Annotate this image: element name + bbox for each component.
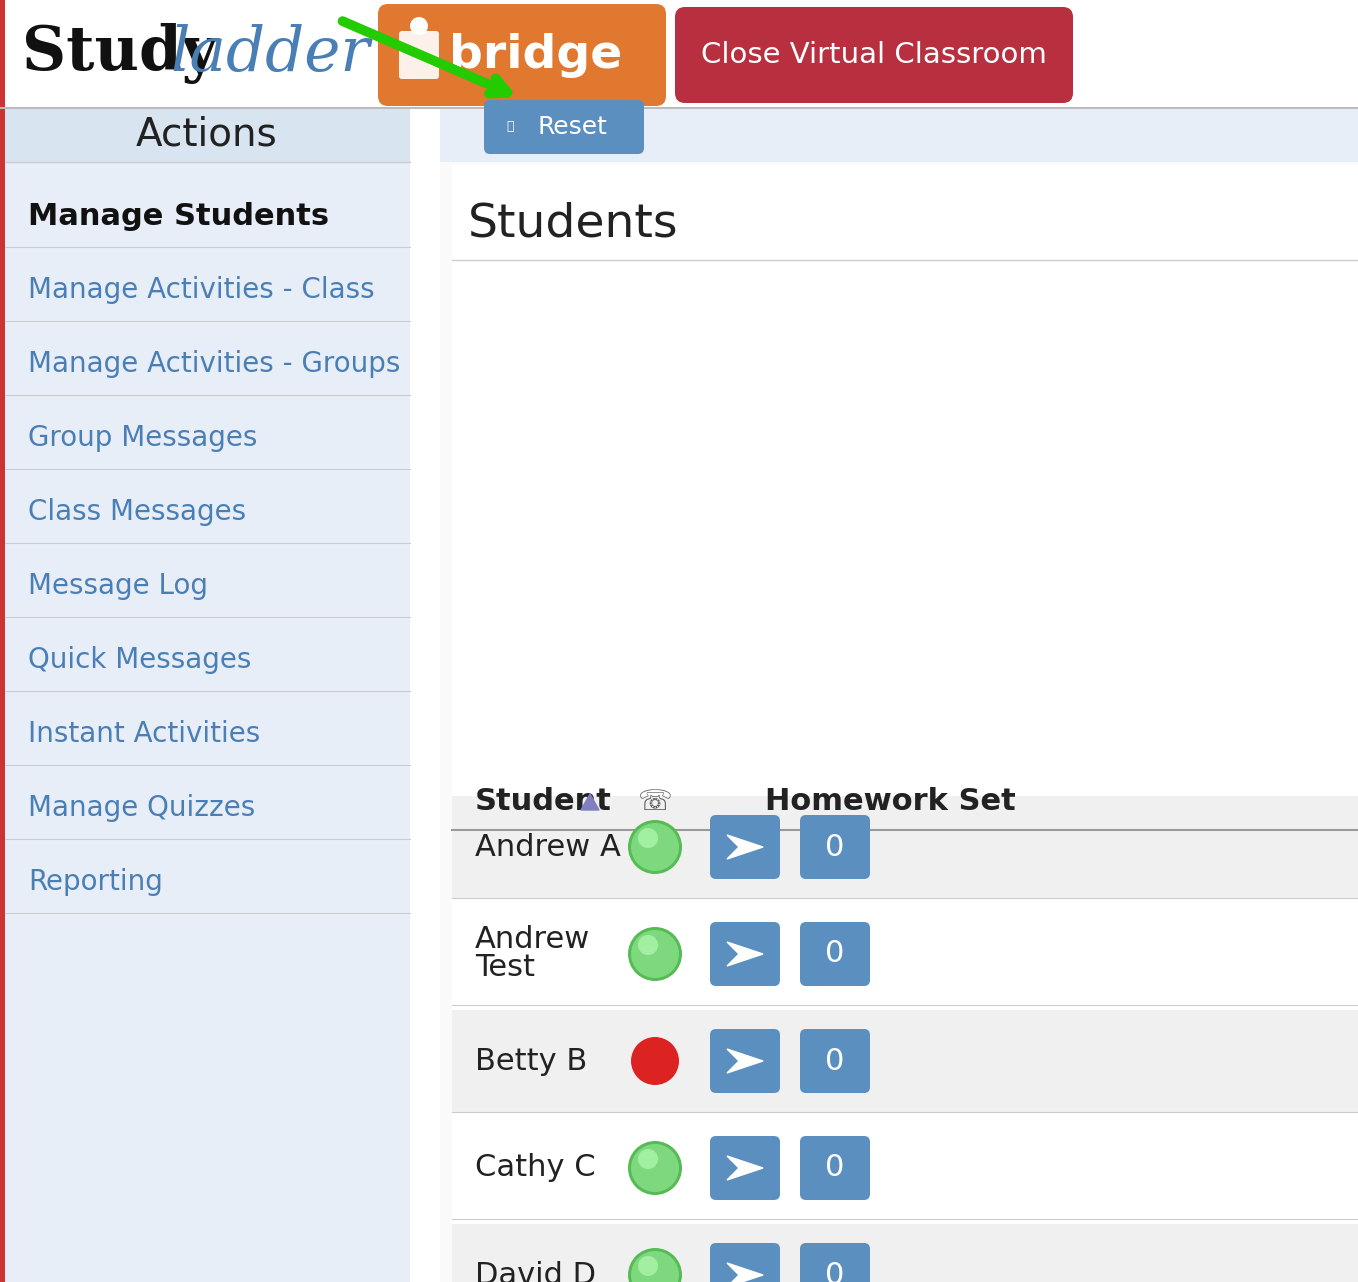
Text: ⬛: ⬛ — [507, 121, 513, 133]
Text: bridge: bridge — [449, 32, 622, 77]
Text: Betty B: Betty B — [475, 1046, 587, 1076]
FancyBboxPatch shape — [800, 1244, 870, 1282]
FancyBboxPatch shape — [800, 815, 870, 879]
Polygon shape — [727, 845, 763, 859]
Text: Cathy C: Cathy C — [475, 1154, 596, 1182]
Text: Manage Activities - Class: Manage Activities - Class — [29, 277, 375, 304]
Text: Actions: Actions — [136, 115, 278, 154]
FancyBboxPatch shape — [800, 1029, 870, 1094]
Text: Reset: Reset — [536, 115, 607, 138]
Circle shape — [638, 1256, 659, 1276]
Text: Manage Quizzes: Manage Quizzes — [29, 795, 255, 822]
FancyBboxPatch shape — [452, 164, 1358, 1282]
Text: Close Virtual Classroom: Close Virtual Classroom — [701, 41, 1047, 69]
Text: ladder: ladder — [170, 24, 369, 85]
FancyBboxPatch shape — [452, 1010, 1358, 1113]
FancyBboxPatch shape — [452, 903, 1358, 1005]
FancyBboxPatch shape — [800, 1136, 870, 1200]
FancyBboxPatch shape — [440, 108, 1358, 1282]
Polygon shape — [727, 1049, 763, 1063]
Text: 0: 0 — [826, 1260, 845, 1282]
Polygon shape — [727, 1263, 763, 1277]
FancyBboxPatch shape — [452, 796, 1358, 899]
Text: Quick Messages: Quick Messages — [29, 646, 251, 674]
Circle shape — [631, 1037, 679, 1085]
Polygon shape — [727, 942, 763, 956]
Text: Test: Test — [475, 954, 535, 982]
FancyBboxPatch shape — [710, 1244, 779, 1282]
Polygon shape — [727, 1273, 763, 1282]
FancyBboxPatch shape — [710, 1029, 779, 1094]
Text: Student: Student — [475, 787, 612, 817]
Text: Instant Activities: Instant Activities — [29, 720, 261, 749]
Circle shape — [638, 935, 659, 955]
Circle shape — [627, 927, 682, 981]
Circle shape — [410, 17, 428, 35]
FancyBboxPatch shape — [440, 108, 1358, 162]
FancyBboxPatch shape — [710, 1136, 779, 1200]
Circle shape — [627, 820, 682, 874]
Text: ☏: ☏ — [638, 788, 672, 817]
FancyBboxPatch shape — [452, 1223, 1358, 1282]
Text: Study: Study — [22, 23, 217, 85]
Text: Andrew: Andrew — [475, 926, 591, 955]
Text: 0: 0 — [826, 1046, 845, 1076]
FancyBboxPatch shape — [378, 4, 665, 106]
Text: 0: 0 — [826, 1154, 845, 1182]
Text: Class Messages: Class Messages — [29, 499, 246, 527]
FancyBboxPatch shape — [399, 31, 439, 79]
Circle shape — [631, 1251, 679, 1282]
Circle shape — [627, 1141, 682, 1195]
Text: Homework Set: Homework Set — [765, 787, 1016, 817]
Text: David D: David D — [475, 1260, 596, 1282]
Text: 0: 0 — [826, 940, 845, 968]
FancyBboxPatch shape — [5, 108, 410, 162]
Polygon shape — [727, 1156, 763, 1170]
Text: Andrew A: Andrew A — [475, 832, 621, 862]
Circle shape — [631, 929, 679, 978]
Polygon shape — [727, 1167, 763, 1179]
Circle shape — [631, 823, 679, 870]
Text: Reporting: Reporting — [29, 868, 163, 896]
Circle shape — [627, 1247, 682, 1282]
Text: Students: Students — [469, 201, 679, 246]
Text: Manage Activities - Groups: Manage Activities - Groups — [29, 350, 401, 378]
FancyBboxPatch shape — [710, 815, 779, 879]
Polygon shape — [727, 953, 763, 967]
Circle shape — [631, 1144, 679, 1192]
Polygon shape — [581, 794, 599, 810]
FancyBboxPatch shape — [483, 100, 644, 154]
FancyBboxPatch shape — [452, 1117, 1358, 1219]
Text: Manage Students: Manage Students — [29, 201, 329, 231]
Circle shape — [638, 828, 659, 847]
Text: Group Messages: Group Messages — [29, 424, 258, 453]
FancyBboxPatch shape — [0, 0, 5, 1282]
FancyBboxPatch shape — [5, 162, 410, 1282]
Text: Message Log: Message Log — [29, 572, 208, 600]
Text: 0: 0 — [826, 832, 845, 862]
Circle shape — [638, 1149, 659, 1169]
FancyBboxPatch shape — [800, 922, 870, 986]
Polygon shape — [727, 1059, 763, 1073]
Polygon shape — [727, 835, 763, 849]
FancyBboxPatch shape — [675, 6, 1073, 103]
FancyBboxPatch shape — [710, 922, 779, 986]
